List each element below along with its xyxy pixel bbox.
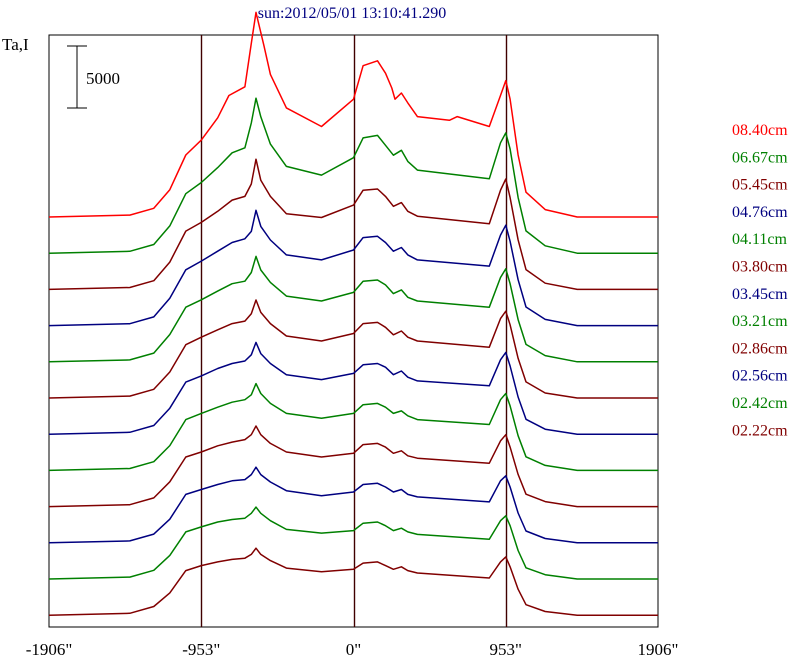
y-axis-label: Ta,I [2, 35, 29, 54]
x-tick-label-2: 0" [346, 640, 361, 659]
legend-entry-2: 05.45cm [732, 177, 788, 194]
scale-bar-label: 5000 [86, 69, 120, 88]
x-tick-label-3: 953" [490, 640, 522, 659]
legend-entry-0: 08.40cm [732, 122, 788, 139]
legend-entry-6: 03.45cm [732, 286, 788, 303]
x-tick-label-4: 1906" [638, 640, 679, 659]
legend-entry-5: 03.80cm [732, 259, 788, 276]
legend-entry-4: 04.11cm [732, 231, 788, 248]
series-line-7 [48, 382, 658, 472]
x-tick-labels: -1906" -953" 0" 953" 1906" [26, 640, 679, 659]
series-line-6 [48, 341, 658, 435]
legend: 08.40cm 06.67cm 05.45cm 04.76cm 04.11cm 03.80… [732, 122, 788, 439]
series-line-4 [48, 255, 658, 363]
legend-entry-3: 04.76cm [732, 204, 788, 221]
legend-entry-1: 06.67cm [732, 149, 788, 166]
legend-entry-9: 02.56cm [732, 368, 788, 385]
series-line-2 [48, 158, 658, 291]
series-line-10 [48, 506, 658, 580]
series-line-8 [48, 425, 658, 508]
plot-frame [48, 34, 659, 628]
series-line-3 [48, 209, 658, 327]
scale-bar: 5000 [67, 45, 120, 109]
legend-entry-10: 02.42cm [732, 395, 788, 412]
x-tick-label-0: -1906" [26, 640, 73, 659]
series-line-9 [48, 466, 658, 544]
legend-entry-7: 03.21cm [732, 313, 788, 330]
legend-entry-8: 02.86cm [732, 340, 788, 357]
reference-lines [200, 35, 508, 627]
series-line-11 [48, 547, 658, 616]
series-line-0 [48, 11, 658, 218]
legend-entry-11: 02.22cm [732, 422, 788, 439]
series-line-5 [48, 299, 658, 399]
series-group [48, 11, 658, 616]
chart-title: sun:2012/05/01 13:10:41.290 [258, 5, 446, 22]
series-line-1 [48, 97, 658, 254]
x-tick-label-1: -953" [182, 640, 220, 659]
